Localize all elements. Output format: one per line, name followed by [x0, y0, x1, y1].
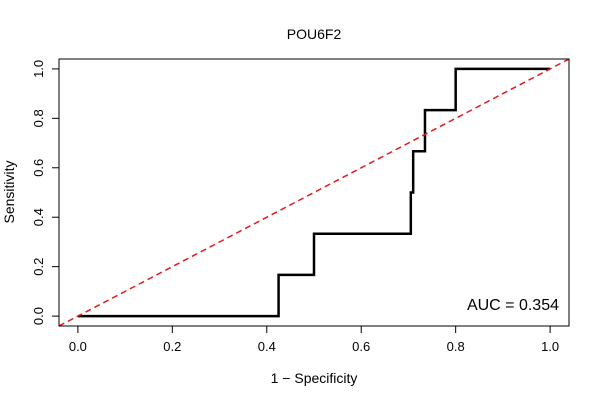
- chart-title: POU6F2: [287, 26, 342, 42]
- x-tick-label: 0.2: [163, 339, 181, 354]
- x-axis: 0.0 0.2 0.4 0.6 0.8 1.0: [69, 325, 559, 354]
- y-tick-label: 0.6: [31, 159, 46, 177]
- plot-frame: [58, 58, 570, 327]
- y-tick-label: 0.8: [31, 109, 46, 127]
- y-axis: 0.0 0.2 0.4 0.6 0.8 1.0: [31, 60, 60, 325]
- x-tick-label: 1.0: [541, 339, 559, 354]
- x-tick-label: 0.6: [352, 339, 370, 354]
- y-tick-label: 1.0: [31, 60, 46, 78]
- y-tick-label: 0.2: [31, 258, 46, 276]
- chance-diagonal-line: [59, 59, 569, 326]
- x-tick-label: 0.8: [447, 339, 465, 354]
- x-tick-label: 0.4: [258, 339, 276, 354]
- y-tick-label: 0.0: [31, 307, 46, 325]
- auc-annotation: AUC = 0.354: [467, 297, 559, 314]
- x-axis-label: 1 − Specificity: [271, 370, 358, 386]
- x-tick-label: 0.0: [69, 339, 87, 354]
- y-axis-label: Sensitivity: [1, 160, 17, 223]
- roc-curve: [77, 67, 551, 318]
- y-tick-label: 0.4: [31, 208, 46, 226]
